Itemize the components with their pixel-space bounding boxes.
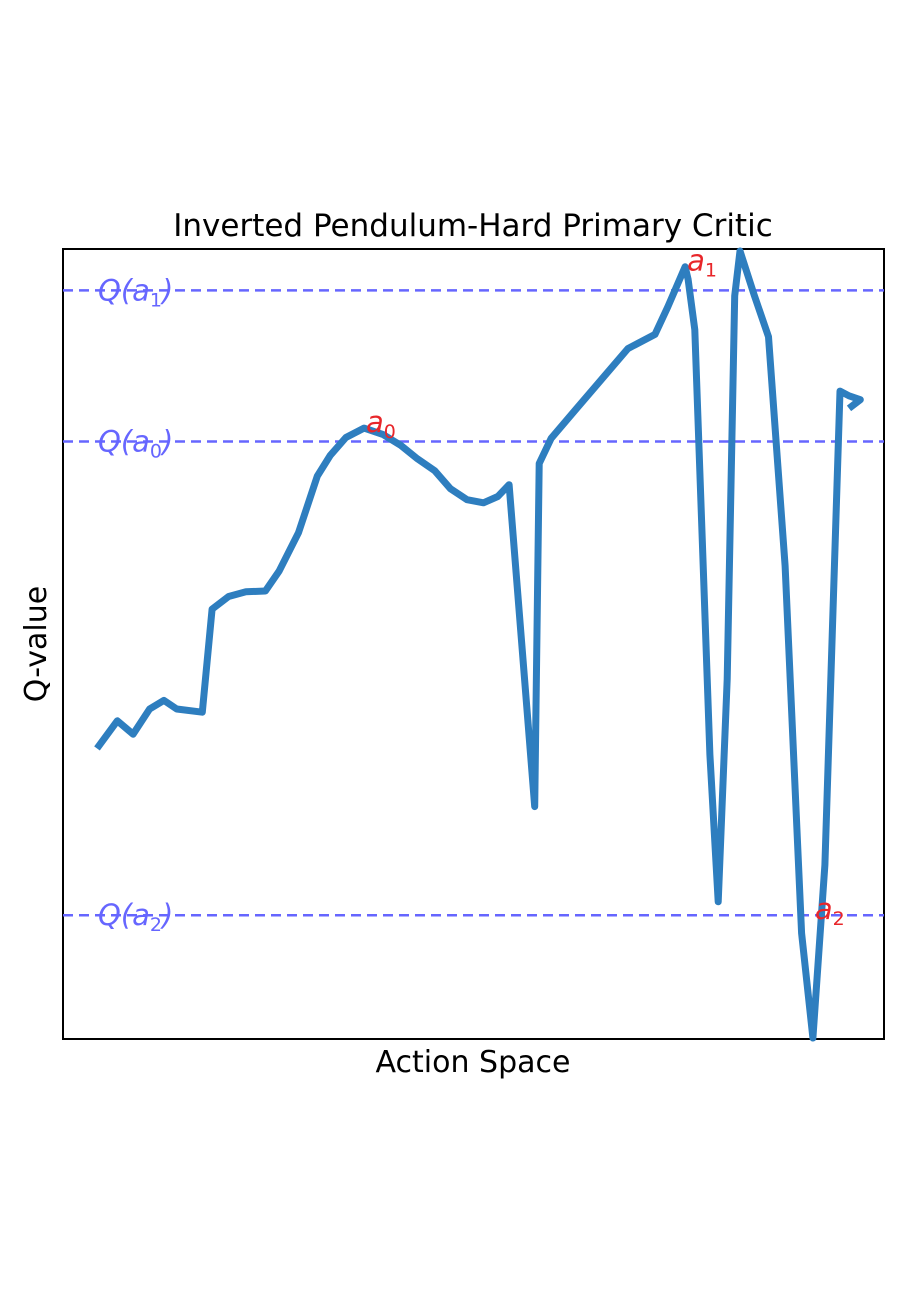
reference-label-2: Q(a2) xyxy=(98,898,173,936)
annotation-a0: a0 xyxy=(366,405,396,443)
series-group xyxy=(94,247,864,1042)
q-value-line xyxy=(94,247,864,1042)
plot-frame xyxy=(62,248,885,1040)
chart-title: Inverted Pendulum-Hard Primary Critic xyxy=(173,208,773,244)
reference-label-0: Q(a0) xyxy=(98,424,173,462)
annotation-a2: a2 xyxy=(815,892,845,930)
annotation-a1: a1 xyxy=(687,244,717,282)
x-axis-label: Action Space xyxy=(376,1045,571,1080)
annotations-group: a0 a1 a2 xyxy=(366,244,845,930)
reference-lines: Q(a1) Q(a0) Q(a2) xyxy=(63,273,884,936)
y-axis-label: Q-value xyxy=(19,586,54,702)
reference-label-1: Q(a1) xyxy=(98,273,173,311)
